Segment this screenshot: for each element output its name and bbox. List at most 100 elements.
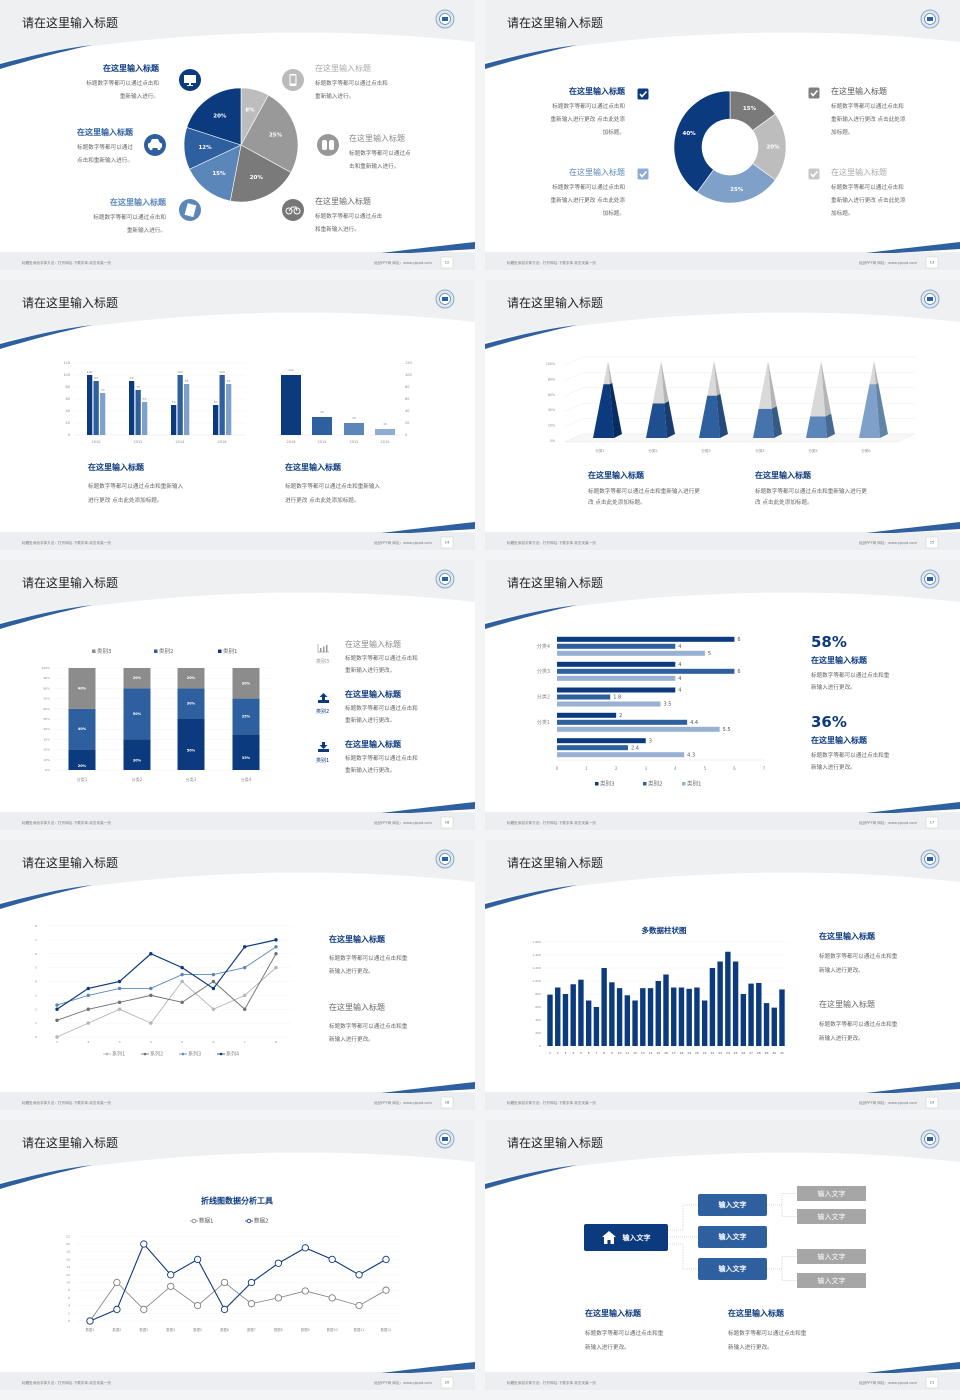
stacked-bar-segment[interactable] [232,734,260,770]
data-point[interactable] [274,965,278,970]
pyramid-bar[interactable] [646,361,675,438]
data-point[interactable] [243,965,247,970]
hbar[interactable] [557,643,676,649]
data-point[interactable] [140,1240,148,1248]
bar[interactable] [129,381,135,435]
bar[interactable] [616,988,623,1046]
bar[interactable] [740,994,747,1046]
bar[interactable] [717,961,723,1047]
stacked-bar-segment[interactable] [123,688,151,740]
pyramid-bar[interactable] [753,361,782,438]
bar[interactable] [142,402,148,435]
tree-child-node[interactable]: 输入文字 [698,1226,767,1248]
bar[interactable] [709,968,716,1046]
bar[interactable] [578,979,584,1046]
data-point[interactable] [193,1255,202,1264]
data-point[interactable] [86,1021,90,1025]
bar[interactable] [632,1000,638,1047]
data-point[interactable] [355,1271,363,1279]
hbar[interactable] [557,694,611,700]
data-point[interactable] [149,993,153,998]
tree-leaf-node[interactable]: 输入文字 [797,1209,866,1224]
hbar[interactable] [557,701,661,707]
hbar[interactable] [557,675,676,681]
stacked-bar-segment[interactable] [123,668,151,689]
bar[interactable] [87,375,93,435]
data-point[interactable] [86,993,90,998]
data-point[interactable] [55,1018,59,1023]
tree-child-node[interactable]: 输入文字 [698,1258,767,1280]
slide-7[interactable]: 18 0 1 2 3 4 5 6 7 8 1 2 3 4 5 6 7 8 系列1 系列2 系列3 系列4 请在这里输入标题标… [0,840,475,1110]
data-point[interactable] [117,1007,122,1011]
hbar[interactable] [557,752,685,758]
data-point[interactable] [328,1255,336,1264]
data-point[interactable] [117,1000,122,1005]
bar[interactable] [694,987,700,1047]
stacked-bar-segment[interactable] [232,668,260,699]
pyramid-bar[interactable] [859,361,888,438]
data-point[interactable] [86,1317,94,1325]
slide-8[interactable]: 19 多数据柱状图 0 200 400 600 800 1,000 1,200 1,400 1,60… [485,840,960,1110]
tree-leaf-node[interactable]: 输入文字 [797,1273,866,1288]
slide-2[interactable]: 13 15% 20% 25% 40% 请在这里输入标题 标题处添加字体方法：打开网址-下载字… [485,0,960,270]
data-point[interactable] [113,1305,121,1314]
stacked-bar-segment[interactable] [177,668,205,689]
data-point[interactable] [140,1305,148,1314]
bar[interactable] [570,984,576,1046]
tree-leaf-node[interactable]: 输入文字 [797,1186,866,1201]
data-point[interactable] [149,986,153,991]
bar[interactable] [671,987,677,1047]
checkbox-checked-icon[interactable] [808,168,820,180]
stacked-bar-segment[interactable] [123,739,151,770]
bar[interactable] [678,987,685,1047]
bar[interactable] [226,384,232,435]
hbar[interactable] [557,687,676,693]
bar[interactable] [100,393,106,435]
data-point[interactable] [243,1007,247,1011]
data-point[interactable] [180,965,184,970]
slide-5[interactable]: 16 0% 10% 20% 30% 40% 50% 60% 70% 80% 90% 100% 20% 40… [0,560,475,830]
slide-3[interactable]: 14 0 20 40 60 80 100 120 100 90 70 2010 90 75 55 2012 50… [0,280,475,550]
tree-leaf-node[interactable]: 输入文字 [797,1249,866,1264]
slide-10[interactable]: 21 请在这里输入标题 标题处添加字体方法：打开网址-下载字体-双击安装一页 优品PP… [485,1120,960,1390]
bar[interactable] [771,1007,777,1046]
bar[interactable] [647,988,654,1046]
bar[interactable] [609,982,615,1046]
data-point[interactable] [193,1301,202,1310]
hbar[interactable] [557,726,720,732]
data-point[interactable] [274,945,278,949]
pie-slice[interactable] [186,87,242,146]
hbar[interactable] [557,668,735,674]
stacked-bar-segment[interactable] [177,719,205,770]
slide-4[interactable]: 15 0% 20% 40% 60% 80% 100% 分类1 分类2 分类3 分类4 分类5 分类6 请在… [485,280,960,550]
donut-slice[interactable] [673,90,731,193]
data-point[interactable] [247,1278,256,1287]
bar[interactable] [93,381,99,435]
bar[interactable] [701,1000,708,1047]
data-point[interactable] [86,986,90,991]
data-point[interactable] [301,1244,309,1252]
bar[interactable] [686,988,692,1046]
hbar[interactable] [557,745,628,751]
data-point[interactable] [55,1003,59,1007]
bar[interactable] [177,375,183,435]
data-point[interactable] [301,1287,309,1295]
bar[interactable] [585,1000,592,1047]
checkbox-checked-icon[interactable] [637,88,649,100]
data-point[interactable] [117,979,122,984]
stacked-bar-segment[interactable] [177,688,205,719]
stacked-bar-segment[interactable] [68,749,96,770]
data-point[interactable] [86,1007,90,1011]
bar[interactable] [312,417,332,435]
line-series[interactable] [55,945,278,1007]
bar[interactable] [732,961,739,1047]
bar[interactable] [562,994,569,1046]
line-series[interactable] [55,952,278,1023]
checkbox-checked-icon[interactable] [808,87,820,99]
hbar[interactable] [557,650,705,656]
bar[interactable] [184,384,190,435]
bar[interactable] [555,987,561,1047]
pie-slice[interactable] [229,144,292,203]
tree-root-node[interactable]: 输入文字 [584,1224,668,1251]
slide-1[interactable]: 12 8% 25% 20% 15% 12% 20% 请在这里输入标题 标题处添加字体方法：打开网… [0,0,475,270]
